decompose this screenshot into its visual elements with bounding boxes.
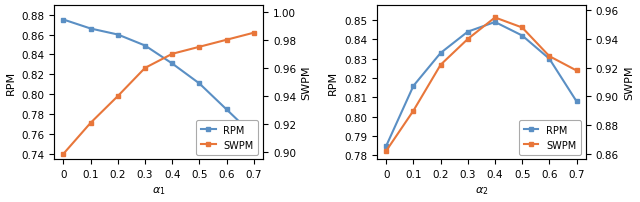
X-axis label: $\alpha_2$: $\alpha_2$ bbox=[475, 185, 488, 197]
SWPM bbox=[383, 150, 390, 152]
Line: RPM: RPM bbox=[384, 20, 579, 148]
SWPM bbox=[141, 67, 149, 70]
SWPM bbox=[518, 27, 526, 29]
SWPM bbox=[573, 70, 580, 72]
RPM bbox=[141, 45, 149, 47]
Legend: RPM, SWPM: RPM, SWPM bbox=[196, 120, 259, 155]
SWPM bbox=[545, 56, 553, 58]
RPM bbox=[573, 101, 580, 103]
Line: RPM: RPM bbox=[61, 18, 256, 138]
RPM bbox=[545, 58, 553, 61]
Y-axis label: SWPM: SWPM bbox=[625, 65, 634, 100]
SWPM bbox=[223, 39, 230, 42]
SWPM bbox=[168, 53, 176, 56]
SWPM bbox=[436, 64, 444, 67]
Line: SWPM: SWPM bbox=[61, 31, 256, 156]
SWPM bbox=[114, 95, 122, 98]
RPM bbox=[168, 63, 176, 65]
RPM bbox=[436, 53, 444, 55]
RPM bbox=[464, 31, 472, 34]
RPM bbox=[87, 28, 95, 31]
RPM bbox=[383, 145, 390, 147]
Y-axis label: SWPM: SWPM bbox=[301, 65, 312, 100]
SWPM bbox=[196, 46, 204, 49]
SWPM bbox=[410, 110, 417, 112]
RPM bbox=[223, 109, 230, 111]
SWPM bbox=[87, 122, 95, 124]
RPM bbox=[250, 135, 257, 137]
Legend: RPM, SWPM: RPM, SWPM bbox=[519, 120, 581, 155]
SWPM bbox=[464, 39, 472, 41]
SWPM bbox=[60, 153, 67, 155]
RPM bbox=[60, 19, 67, 22]
RPM bbox=[196, 83, 204, 85]
X-axis label: $\alpha_1$: $\alpha_1$ bbox=[152, 185, 165, 197]
Y-axis label: RPM: RPM bbox=[6, 70, 15, 95]
SWPM bbox=[250, 32, 257, 35]
SWPM bbox=[491, 17, 499, 20]
Line: SWPM: SWPM bbox=[384, 16, 579, 154]
RPM bbox=[518, 35, 526, 38]
RPM bbox=[410, 85, 417, 88]
RPM bbox=[491, 22, 499, 24]
RPM bbox=[114, 34, 122, 37]
Y-axis label: RPM: RPM bbox=[328, 70, 339, 95]
